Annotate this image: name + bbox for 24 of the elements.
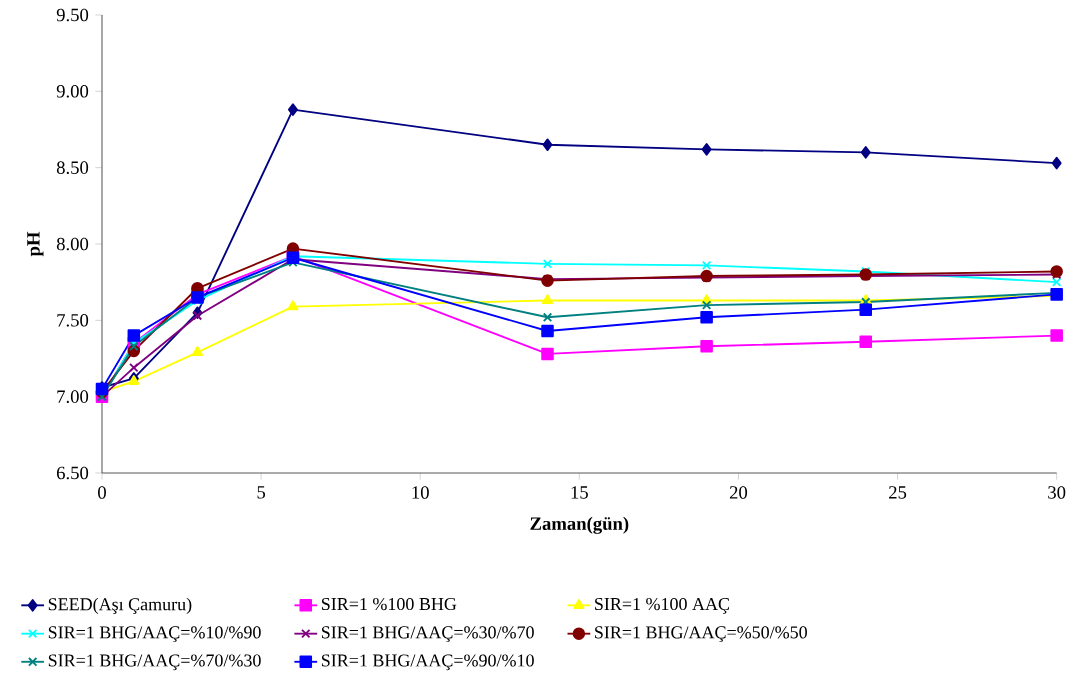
- x-tick-label: 15: [571, 486, 588, 499]
- y-tick-label: 8.00: [56, 237, 89, 251]
- x-tick-label: 20: [729, 486, 748, 499]
- x-tick-label: 0: [98, 486, 106, 499]
- y-tick-label: 8.50: [56, 161, 89, 175]
- legend-label: SIR=1 BHG/AAÇ=%70/%30: [48, 654, 261, 671]
- x-tick-label: 5: [257, 486, 266, 499]
- y-tick-label: 6.50: [56, 466, 89, 480]
- y-tick-label: 9.00: [56, 84, 89, 98]
- legend-label: SIR=1 %100 AAÇ: [595, 597, 730, 614]
- legend-label: SIR=1 BHG/AAÇ=%10/%90: [48, 626, 261, 643]
- legend-label: SIR=1 BHG/AAÇ=%30/%70: [321, 626, 534, 643]
- x-tick-label: 10: [412, 486, 429, 499]
- y-axis-title: pH: [27, 231, 44, 257]
- y-tick-label: 7.00: [57, 390, 89, 404]
- legend-label: SIR=1 BHG/AAÇ=%50/%50: [595, 626, 807, 643]
- x-tick-label: 30: [1048, 486, 1066, 499]
- y-tick-label: 9.50: [56, 8, 89, 22]
- y-tick-label: 7.50: [57, 313, 89, 327]
- legend-label: SIR=1 BHG/AAÇ=%90/%10: [321, 654, 534, 671]
- legend-label: SEED(Aşı Çamuru): [48, 597, 192, 614]
- x-axis-title: Zaman(gün): [530, 516, 629, 534]
- x-tick-label: 25: [889, 486, 907, 499]
- legend-label: SIR=1 %100 BHG: [321, 597, 457, 611]
